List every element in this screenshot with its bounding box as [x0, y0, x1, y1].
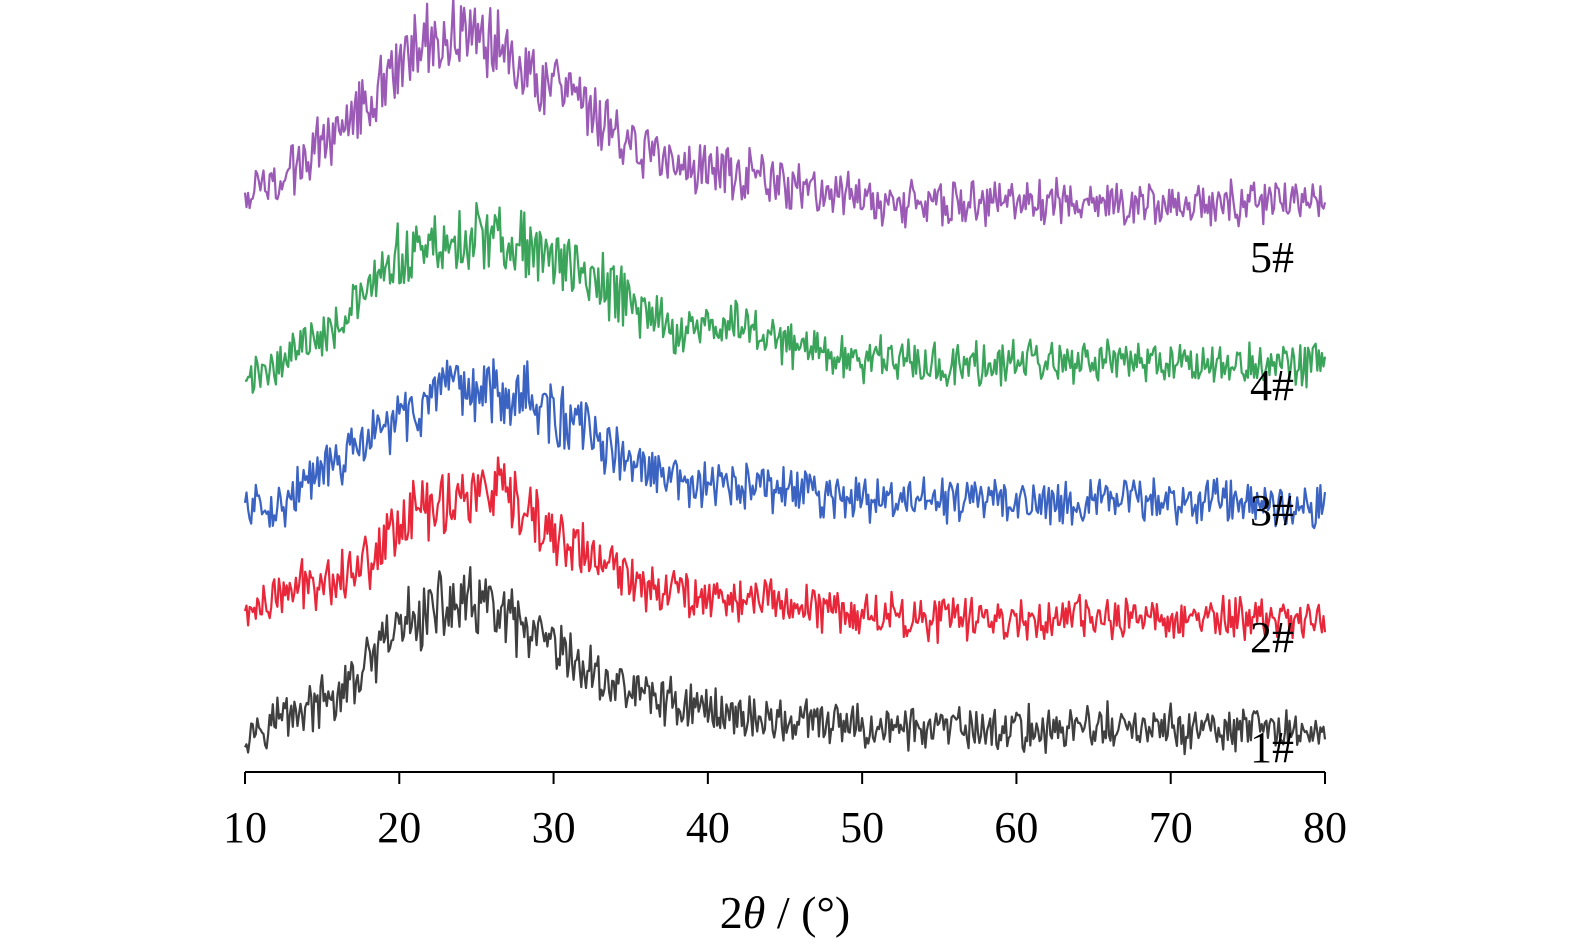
- series-label-3: 3#: [1250, 486, 1294, 535]
- x-tick-label: 30: [532, 803, 576, 852]
- series-label-4: 4#: [1250, 361, 1294, 410]
- x-tick-label: 60: [994, 803, 1038, 852]
- x-axis: 10 20 30 40 50 60 70 80: [223, 771, 1347, 852]
- x-ticks: 10 20 30 40 50 60 70 80: [223, 772, 1347, 852]
- series-line-4: [244, 201, 1327, 394]
- series-label-2: 2#: [1250, 613, 1294, 662]
- series-line-3: [243, 358, 1327, 530]
- series-label-5: 5#: [1250, 233, 1294, 282]
- series-label-1: 1#: [1250, 723, 1294, 772]
- x-tick-label: 10: [223, 803, 267, 852]
- x-tick-label: 80: [1303, 803, 1347, 852]
- series-line-1: [244, 565, 1327, 756]
- x-tick-label: 40: [686, 803, 730, 852]
- x-tick-label: 70: [1149, 803, 1193, 852]
- x-axis-label: 2θ / (°): [720, 887, 850, 938]
- series-line-2: [243, 456, 1327, 645]
- series-traces: [243, 0, 1327, 756]
- x-tick-label: 20: [377, 803, 421, 852]
- x-tick-label: 50: [840, 803, 884, 852]
- series-line-5: [243, 0, 1327, 229]
- series-labels: 1# 2# 3# 4# 5#: [1250, 233, 1294, 772]
